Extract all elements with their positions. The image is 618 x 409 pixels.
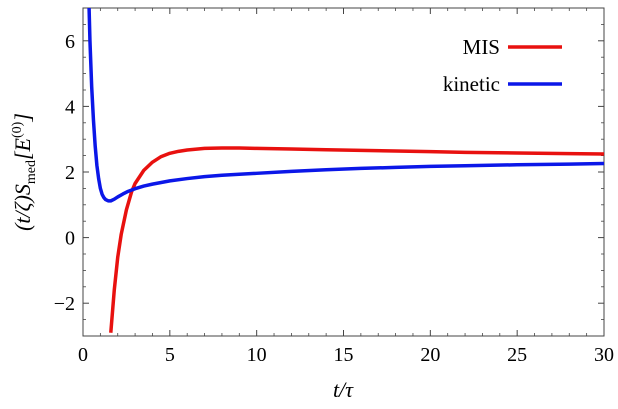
y-tick-label: 6	[65, 31, 75, 53]
x-tick-label: 20	[420, 344, 440, 366]
y-axis-title-text: (t/ζ)Smed[E(0)]	[10, 113, 39, 231]
y-axis-ticks: −2 0 2 4 6	[54, 7, 604, 337]
x-tick-label: 10	[247, 344, 267, 366]
x-tick-label: 25	[507, 344, 527, 366]
x-tick-label: 5	[165, 344, 175, 366]
x-tick-label: 30	[594, 344, 614, 366]
plot-frame	[82, 7, 605, 337]
legend: MIS kinetic	[443, 35, 562, 96]
x-tick-label: 0	[78, 344, 88, 366]
y-tick-label: −2	[54, 293, 75, 315]
series-line-kinetic	[87, 8, 604, 203]
y-axis-title: (t/ζ)Smed[E(0)]	[10, 113, 39, 231]
series-layer	[87, 8, 604, 333]
legend-label-mis: MIS	[463, 35, 500, 59]
series-line-mis	[109, 146, 604, 333]
legend-label-kinetic: kinetic	[443, 72, 500, 96]
y-tick-label: 0	[65, 228, 75, 250]
y-tick-label: 4	[65, 96, 75, 118]
x-axis-ticks: 0 5 10 15 20 25 30	[78, 8, 614, 366]
x-axis-title: t/τ	[333, 377, 354, 402]
y-tick-label: 2	[65, 162, 75, 184]
x-tick-label: 15	[334, 344, 354, 366]
